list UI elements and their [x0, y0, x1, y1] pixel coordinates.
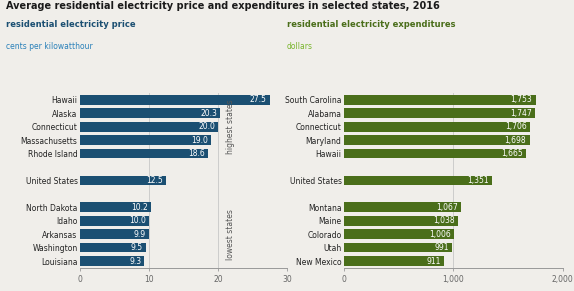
- Text: dollars: dollars: [287, 42, 313, 51]
- Text: 10.2: 10.2: [131, 203, 148, 212]
- Text: Average residential electricity price and expenditures in selected states, 2016: Average residential electricity price an…: [6, 1, 440, 11]
- Text: 20.3: 20.3: [200, 109, 217, 118]
- Text: 9.3: 9.3: [129, 256, 141, 265]
- Text: 1,747: 1,747: [510, 109, 532, 118]
- Text: 9.9: 9.9: [133, 230, 145, 239]
- Text: highest states: highest states: [227, 100, 235, 154]
- Bar: [80, 243, 146, 252]
- Text: 10.0: 10.0: [129, 216, 146, 225]
- Text: 20.0: 20.0: [198, 122, 215, 131]
- Text: 9.5: 9.5: [130, 243, 143, 252]
- Text: residential electricity expenditures: residential electricity expenditures: [287, 20, 456, 29]
- Text: 1,753: 1,753: [510, 95, 532, 104]
- Bar: [80, 175, 166, 185]
- Bar: [344, 175, 492, 185]
- Text: 991: 991: [435, 243, 449, 252]
- Text: 1,067: 1,067: [436, 203, 457, 212]
- Text: cents per kilowatthour: cents per kilowatthour: [6, 42, 92, 51]
- Text: 1,006: 1,006: [429, 230, 451, 239]
- Bar: [80, 95, 270, 105]
- Text: residential electricity price: residential electricity price: [6, 20, 135, 29]
- Bar: [344, 203, 461, 212]
- Bar: [80, 149, 208, 158]
- Text: 1,698: 1,698: [505, 136, 526, 145]
- Text: 18.6: 18.6: [189, 149, 205, 158]
- Bar: [344, 135, 530, 145]
- Bar: [344, 216, 457, 226]
- Bar: [344, 109, 535, 118]
- Bar: [80, 256, 145, 266]
- Bar: [344, 256, 444, 266]
- Text: 911: 911: [426, 256, 440, 265]
- Text: 1,665: 1,665: [501, 149, 523, 158]
- Bar: [80, 216, 149, 226]
- Bar: [344, 229, 454, 239]
- Bar: [344, 95, 536, 105]
- Text: 19.0: 19.0: [191, 136, 208, 145]
- Bar: [344, 149, 526, 158]
- Text: 1,038: 1,038: [433, 216, 455, 225]
- Text: 27.5: 27.5: [250, 95, 267, 104]
- Text: 1,706: 1,706: [506, 122, 527, 131]
- Bar: [80, 122, 218, 132]
- Text: 12.5: 12.5: [146, 176, 164, 185]
- Bar: [80, 203, 150, 212]
- Bar: [80, 109, 220, 118]
- Bar: [344, 243, 452, 252]
- Text: lowest states: lowest states: [227, 209, 235, 260]
- Bar: [344, 122, 530, 132]
- Text: 1,351: 1,351: [467, 176, 488, 185]
- Bar: [80, 229, 149, 239]
- Bar: [80, 135, 211, 145]
